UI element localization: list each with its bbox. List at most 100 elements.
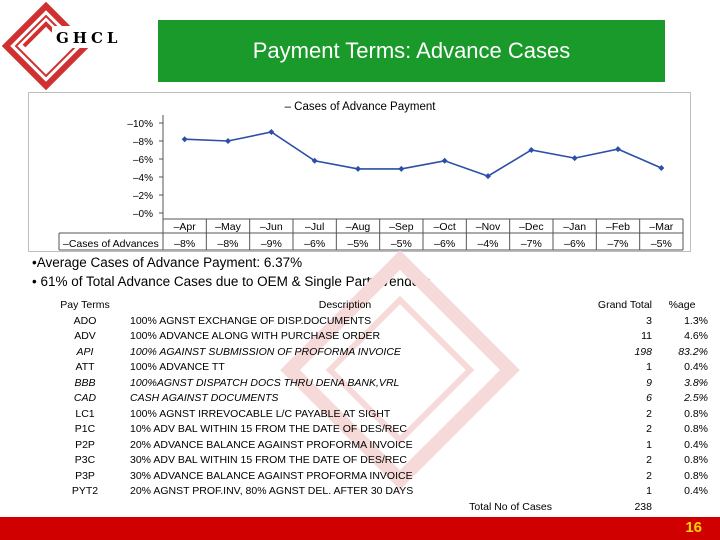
- row-pay-term: ATT: [75, 361, 95, 373]
- bullet-oem-share: • 61% of Total Advance Cases due to OEM …: [32, 274, 431, 289]
- y-tick-label: –4%: [133, 173, 153, 184]
- data-value-label: –7%: [607, 238, 628, 250]
- row-percentage: 0.8%: [684, 407, 708, 420]
- row-percentage: 83.2%: [678, 345, 708, 358]
- row-description: 30% ADV BAL WITHIN 15 FROM THE DATE OF D…: [130, 454, 407, 466]
- row-description: 100%AGNST DISPATCH DOCS THRU DENA BANK,V…: [130, 376, 400, 389]
- row-grand-total: 2: [646, 423, 652, 435]
- row-pay-term: P1C: [74, 423, 96, 435]
- data-point: [615, 146, 621, 153]
- total-label: Total No of Cases: [469, 500, 552, 513]
- row-description: 100% ADVANCE ALONG WITH PURCHASE ORDER: [130, 330, 381, 342]
- svg-text:GHCL: GHCL: [56, 29, 121, 47]
- row-percentage: 0.8%: [684, 469, 708, 482]
- row-description: 100% ADVANCE TT: [130, 361, 225, 373]
- page-number: 16: [685, 519, 702, 536]
- row-pay-term: P3P: [75, 469, 95, 482]
- data-value-label: –6%: [434, 238, 455, 250]
- y-tick-label: –10%: [127, 119, 153, 130]
- x-category-label: –Apr: [174, 221, 197, 233]
- header-percentage: %age: [668, 299, 696, 311]
- x-category-label: –Nov: [476, 221, 501, 233]
- plot-area: [163, 115, 683, 217]
- row-description: 20% ADVANCE BALANCE AGAINST PROFORMA INV…: [130, 438, 413, 451]
- row-percentage: 0.8%: [684, 454, 708, 466]
- total-value: 238: [634, 500, 652, 513]
- row-grand-total: 2: [646, 407, 652, 420]
- data-point: [485, 173, 491, 180]
- y-tick-label: –0%: [133, 209, 153, 220]
- x-category-label: –Sep: [389, 221, 414, 233]
- x-category-label: –Aug: [346, 221, 371, 233]
- series-name-label: –Cases of Advances: [63, 238, 159, 250]
- data-point: [571, 155, 578, 162]
- row-percentage: 4.6%: [684, 330, 708, 342]
- data-point: [225, 138, 231, 144]
- x-category-label: –Jun: [260, 221, 283, 233]
- data-point: [398, 165, 405, 172]
- y-tick-label: –8%: [133, 137, 153, 148]
- row-description: 20% AGNST PROF.INV, 80% AGNST DEL. AFTER…: [130, 485, 414, 497]
- data-value-label: –9%: [261, 238, 282, 250]
- title-bar: Payment Terms: Advance Cases: [158, 20, 665, 82]
- data-value-label: –7%: [521, 238, 542, 250]
- data-value-label: –6%: [564, 238, 585, 250]
- x-category-label: –Jan: [563, 221, 586, 233]
- row-grand-total: 2: [646, 469, 652, 482]
- header-pay-terms: Pay Terms: [60, 299, 110, 311]
- row-grand-total: 2: [646, 454, 652, 466]
- x-category-label: –Jul: [305, 221, 324, 233]
- header-grand-total: Grand Total: [597, 299, 652, 311]
- data-point: [355, 165, 361, 172]
- row-pay-term: ADV: [74, 330, 96, 342]
- row-description: 100% AGNST IRREVOCABLE L/C PAYABLE AT SI…: [130, 407, 391, 420]
- row-pay-term: CAD: [73, 392, 97, 404]
- row-percentage: 0.4%: [684, 485, 708, 497]
- data-value-label: –6%: [304, 238, 325, 250]
- row-pay-term: API: [76, 345, 94, 358]
- row-percentage: 0.4%: [684, 438, 708, 451]
- row-description: 10% ADV BAL WITHIN 15 FROM THE DATE OF D…: [130, 423, 407, 435]
- row-description: 30% ADVANCE BALANCE AGAINST PROFORMA INV…: [130, 469, 413, 482]
- y-tick-label: –2%: [133, 191, 153, 202]
- x-category-label: –Feb: [606, 221, 630, 233]
- data-point: [181, 136, 188, 143]
- data-point: [311, 157, 318, 164]
- watermark-logo: [280, 250, 520, 490]
- row-grand-total: 1: [646, 361, 652, 373]
- footer-bar: [0, 517, 720, 540]
- row-description: 100% AGNST EXCHANGE OF DISP.DOCUMENTS: [130, 314, 372, 327]
- row-percentage: 0.4%: [684, 361, 708, 373]
- bullet-average: •Average Cases of Advance Payment: 6.37%: [32, 255, 303, 270]
- row-grand-total: 1: [646, 485, 652, 497]
- data-value-label: –5%: [651, 238, 672, 250]
- data-point: [658, 165, 665, 171]
- chart-panel: – Cases of Advance Payment –10% –8% –6% –4%…: [28, 92, 691, 252]
- x-category-label: –Mar: [649, 221, 673, 233]
- row-percentage: 0.8%: [684, 423, 708, 435]
- row-percentage: 2.5%: [684, 392, 708, 404]
- data-value-label: –5%: [347, 238, 368, 250]
- row-pay-term: BBB: [74, 376, 96, 389]
- row-grand-total: 198: [634, 345, 652, 358]
- row-percentage: 3.8%: [684, 376, 708, 389]
- header-description: Description: [318, 299, 372, 311]
- x-category-label: –May: [215, 221, 241, 233]
- data-value-label: –8%: [174, 238, 195, 250]
- page-title: Payment Terms: Advance Cases: [252, 38, 571, 63]
- row-pay-term: P3C: [74, 454, 96, 466]
- series-line: [184, 131, 662, 177]
- data-value-label: –5%: [391, 238, 412, 250]
- data-point: [441, 157, 448, 164]
- row-pay-term: LC1: [75, 407, 95, 420]
- row-pay-term: P2P: [75, 438, 95, 451]
- data-value-label: –8%: [217, 238, 238, 250]
- data-value-label: –4%: [477, 238, 498, 250]
- row-grand-total: 1: [646, 438, 652, 451]
- x-category-label: –Oct: [434, 221, 456, 233]
- row-percentage: 1.3%: [684, 314, 708, 327]
- row-description: 100% AGAINST SUBMISSION OF PROFORMA INVO…: [130, 345, 401, 358]
- data-point: [528, 147, 535, 153]
- row-description: CASH AGAINST DOCUMENTS: [130, 392, 279, 404]
- x-category-label: –Dec: [519, 221, 544, 233]
